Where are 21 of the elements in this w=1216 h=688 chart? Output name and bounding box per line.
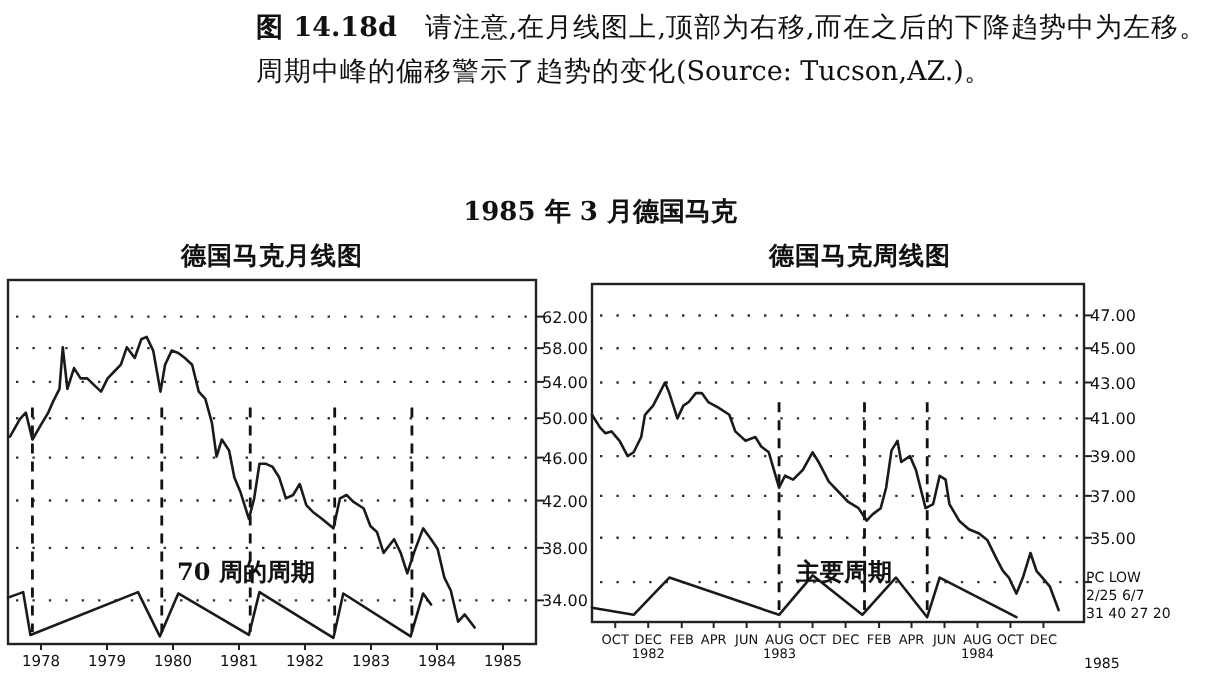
chart-title: 德国马克周线图 <box>767 240 951 270</box>
y-tick-label: 54.00 <box>542 373 588 392</box>
y-tick-label: 34.00 <box>542 592 588 611</box>
y-tick-label: 45.00 <box>1090 340 1136 359</box>
y-tick-label: 35.00 <box>1090 529 1136 548</box>
y-tick-label: 58.00 <box>542 340 588 359</box>
y-tick-label: 47.00 <box>1090 307 1136 326</box>
annotation: 主要周期 <box>794 558 892 586</box>
text: 图 14.18d 请注意,在月线图上,顶部为右移,而在之后的下降趋势中为左移。周期中峰的偏移警示了趋势的变化(Source: Tucson,AZ.)。 <box>256 12 1207 88</box>
y-tick-label: 37.00 <box>1090 487 1136 506</box>
y-tick-label: 41.00 <box>1090 410 1136 429</box>
y-tick-label: 43.00 <box>1090 374 1136 393</box>
y-tick-label: 46.00 <box>542 449 588 468</box>
chart-title: 德国马克月线图 <box>179 240 363 270</box>
annotation: 70 周的周期 <box>177 558 315 586</box>
text: 1985 年 3 月德国马克 <box>463 198 739 228</box>
y-tick-label: 39.00 <box>1090 448 1136 467</box>
y-tick-label: 42.00 <box>542 492 588 511</box>
y-tick-label: 38.00 <box>542 539 588 558</box>
y-tick-label: 62.00 <box>542 308 588 327</box>
y-tick-label: 50.00 <box>542 410 588 429</box>
